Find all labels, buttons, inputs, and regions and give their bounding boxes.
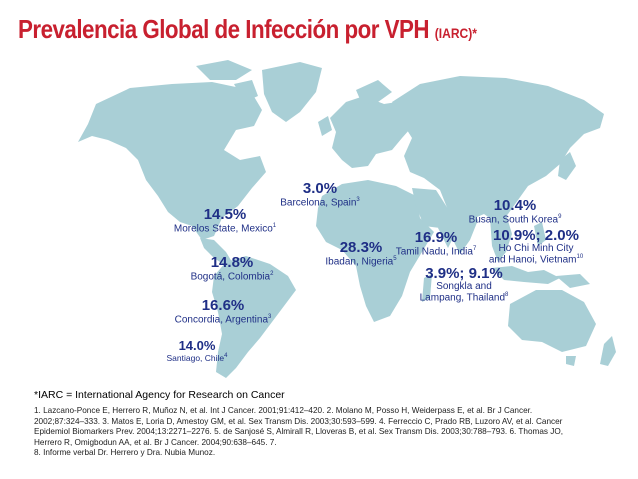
reference-line: 1. Lazcano-Ponce E, Herrero R, Muñoz N, … xyxy=(34,406,533,415)
site-vietnam: 10.9%; 2.0% Ho Chi Minh City and Hanoi, … xyxy=(466,228,606,266)
reference-line: 8. Informe verbal Dr. Herrero y Dra. Nub… xyxy=(34,448,216,457)
europe-shape xyxy=(330,96,418,168)
scandinavia-shape xyxy=(356,80,392,104)
site-percentage: 3.0% xyxy=(302,180,338,197)
site-percentage: 14.0% xyxy=(178,338,216,353)
india-shape xyxy=(450,208,478,254)
site-percentage: 10.9%; 2.0% xyxy=(493,227,579,244)
site-place: Tamil Nadu, India xyxy=(395,246,473,258)
site-ref: 8 xyxy=(505,292,509,299)
indonesia-shape xyxy=(492,266,560,284)
site-percentage: 14.5% xyxy=(203,206,247,223)
site-ref: 4 xyxy=(224,352,228,359)
new-zealand-shape xyxy=(600,336,616,366)
site-ref: 1 xyxy=(272,222,277,229)
site-percentage: 28.3% xyxy=(339,239,383,256)
site-morelos: 14.5% Morelos State, Mexico1 xyxy=(160,207,290,235)
title-main: Prevalencia Global de Infección por VPH xyxy=(18,14,430,44)
slide-title: Prevalencia Global de Infección por VPH … xyxy=(18,14,477,45)
site-percentage: 3.9%; 9.1% xyxy=(425,265,503,282)
madagascar-shape xyxy=(422,274,432,302)
site-ref: 3 xyxy=(356,196,360,203)
site-place-line2: Lampang, Thailand xyxy=(419,292,506,304)
site-busan: 10.4% Busan, South Korea9 xyxy=(450,198,580,226)
british-isles-shape xyxy=(318,116,332,136)
site-place: Morelos State, Mexico xyxy=(173,223,273,235)
site-ref: 9 xyxy=(558,213,562,220)
baffin-shape xyxy=(234,80,258,102)
site-percentage: 16.6% xyxy=(201,297,245,314)
site-barcelona: 3.0% Barcelona, Spain3 xyxy=(270,181,370,209)
arctic-islands-shape xyxy=(196,60,252,80)
north-america-shape xyxy=(78,82,266,240)
iarc-footnote: *IARC = International Agency for Researc… xyxy=(34,389,285,401)
arabia-shape xyxy=(412,188,450,228)
site-place: Ibadan, Nigeria xyxy=(325,256,394,268)
site-bogota: 14.8% Bogotá, Colombia2 xyxy=(172,255,292,283)
site-concordia: 16.6% Concordia, Argentina3 xyxy=(162,298,284,326)
central-america-shape xyxy=(200,238,232,266)
reference-line: Epidemiol Biomarkers Prev. 2004;13:2271–… xyxy=(34,427,563,436)
reference-line: Herrero R, Omigbodun AA, et al. Br J Can… xyxy=(34,437,277,447)
australia-shape xyxy=(508,290,596,352)
site-place: Concordia, Argentina xyxy=(174,314,269,326)
site-ref: 3 xyxy=(268,313,272,320)
site-place-line2: and Hanoi, Vietnam xyxy=(488,254,577,266)
site-ref: 10 xyxy=(576,254,584,261)
site-ref: 7 xyxy=(472,245,477,252)
south-america-shape xyxy=(212,256,296,378)
tasmania-shape xyxy=(566,356,576,366)
title-suffix: (IARC)* xyxy=(434,25,477,41)
site-percentage: 14.8% xyxy=(210,254,254,271)
greenland-shape xyxy=(262,62,322,122)
new-guinea-shape xyxy=(556,274,590,288)
site-place: Ho Chi Minh City xyxy=(498,242,574,254)
site-percentage: 10.4% xyxy=(493,197,537,214)
asia-shape xyxy=(392,76,604,248)
site-ibadan: 28.3% Ibadan, Nigeria5 xyxy=(316,240,406,268)
references: 1. Lazcano-Ponce E, Herrero R, Muñoz N, … xyxy=(34,406,619,459)
site-place: Songkla and xyxy=(436,280,492,292)
site-percentage: 16.9% xyxy=(414,229,458,246)
africa-shape xyxy=(316,180,434,322)
site-place: Santiago, Chile xyxy=(166,352,225,363)
site-place: Bogotá, Colombia xyxy=(190,271,271,283)
indochina-shape xyxy=(490,214,512,262)
site-place: Barcelona, Spain xyxy=(280,197,357,209)
site-santiago: 14.0% Santiago, Chile4 xyxy=(152,339,242,362)
reference-line: 2002;87:324–333. 3. Matos E, Loria D, Am… xyxy=(34,416,563,426)
site-ref: 5 xyxy=(393,255,397,262)
site-thailand: 3.9%; 9.1% Songkla and Lampang, Thailand… xyxy=(408,266,520,304)
site-place: Busan, South Korea xyxy=(468,214,559,226)
site-tamil-nadu: 16.9% Tamil Nadu, India7 xyxy=(384,230,488,258)
philippines-shape xyxy=(534,222,546,246)
japan-shape xyxy=(558,152,576,180)
site-ref: 2 xyxy=(270,270,274,277)
